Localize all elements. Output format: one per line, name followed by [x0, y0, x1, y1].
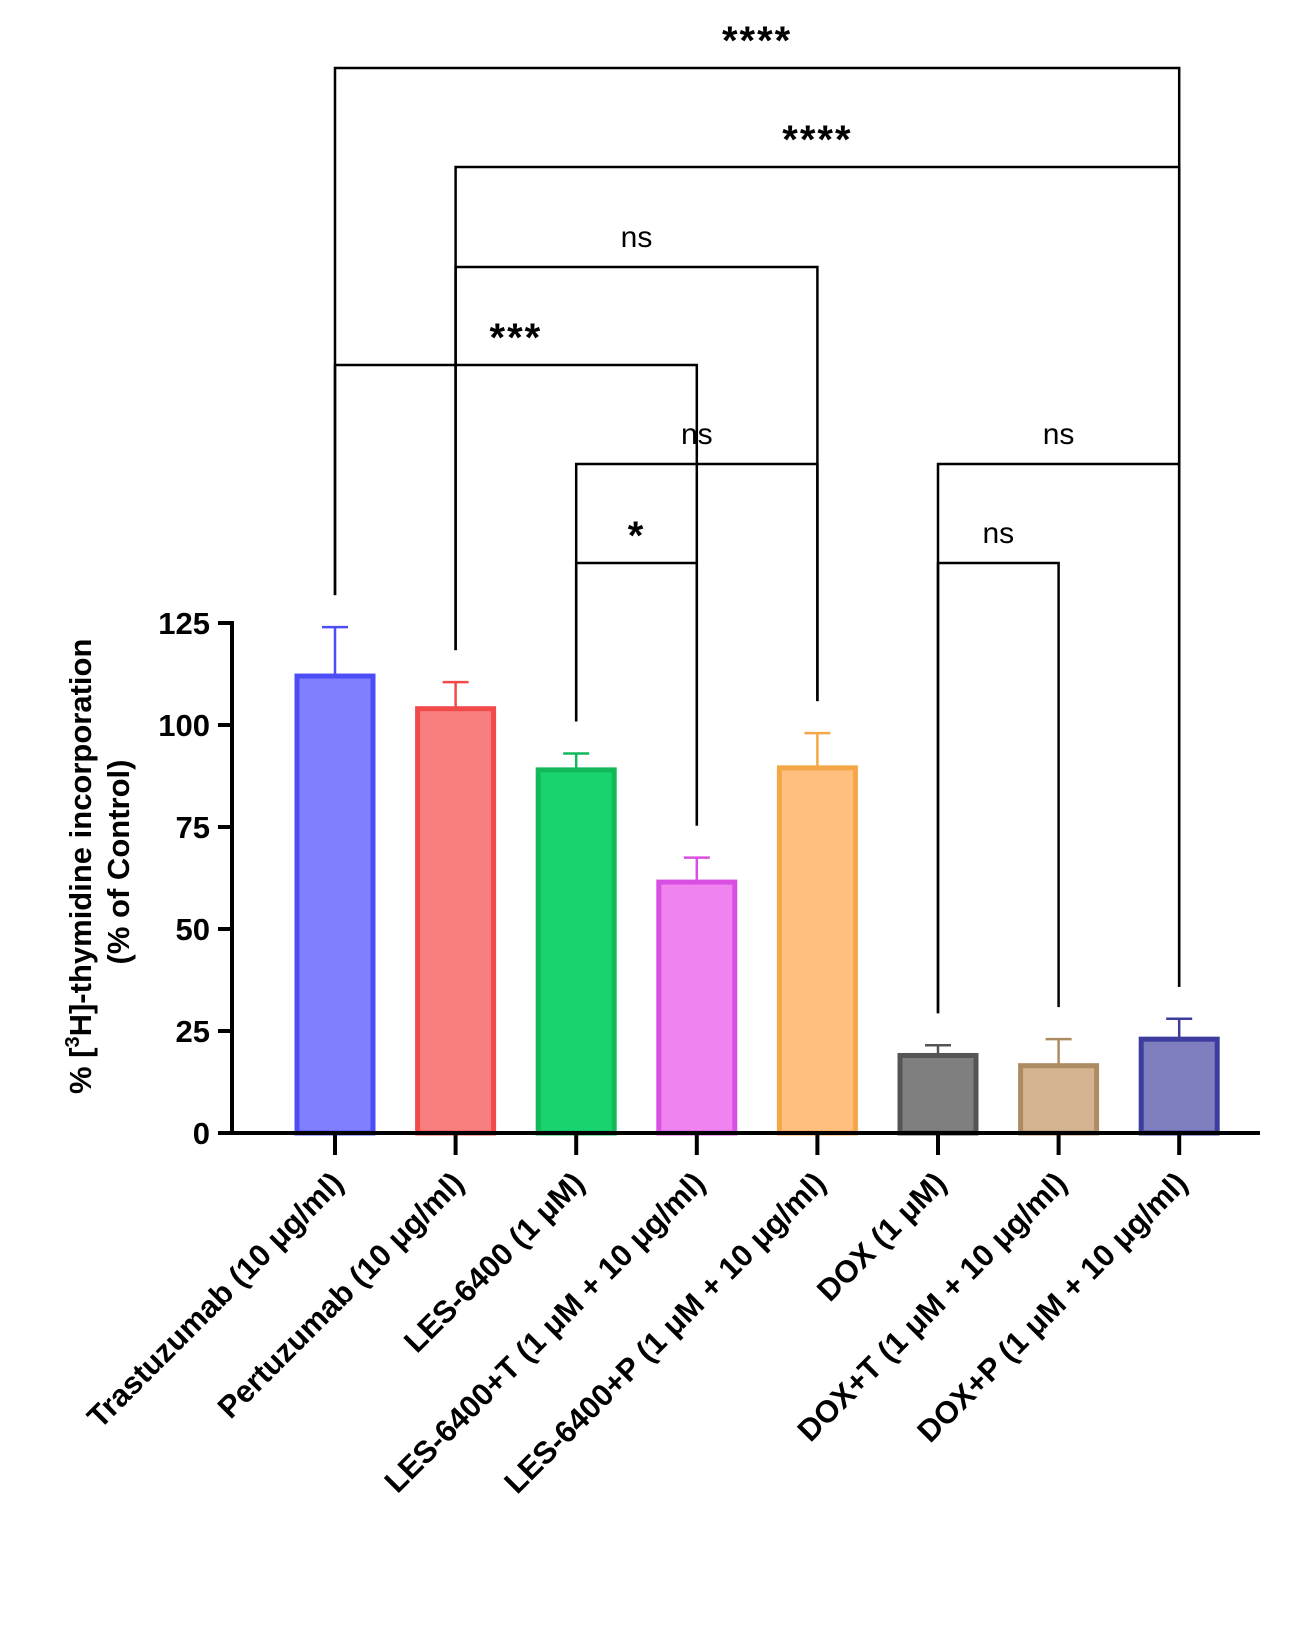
significance-label: ***	[490, 316, 543, 360]
bars-group	[294, 625, 1220, 1136]
x-category-label: Pertuzumab (10 μg/ml)	[211, 1165, 471, 1425]
bar	[415, 706, 497, 1136]
significance-bracket	[936, 561, 1060, 1014]
significance-brackets: **** **** ns *** ns ns * ns	[333, 19, 1181, 1014]
y-axis-label-superscript: 3	[62, 1036, 84, 1047]
y-ticks: 0 25 50 75 100 125	[158, 606, 232, 1151]
y-tick-label: 75	[176, 810, 210, 845]
significance-label: ****	[782, 118, 852, 162]
bar	[656, 879, 738, 1136]
significance-label: ns	[1043, 418, 1075, 451]
bar	[897, 1052, 979, 1136]
bar	[776, 765, 858, 1136]
significance-label: ns	[621, 221, 653, 254]
bar	[535, 767, 617, 1136]
y-axis-label-line2: (% of Control)	[101, 760, 136, 965]
significance-bracket	[574, 561, 699, 826]
y-axis-label-prefix: % [	[63, 1048, 98, 1095]
x-ticks: Trastuzumab (10 μg/ml)Pertuzumab (10 μg/…	[80, 1133, 1194, 1500]
significance-label: *	[628, 514, 646, 558]
significance-label: ns	[681, 418, 713, 451]
y-tick-label: 25	[176, 1014, 210, 1049]
bar	[1018, 1063, 1100, 1136]
y-tick-label: 100	[158, 708, 210, 743]
significance-bracket	[333, 363, 699, 826]
y-axis-label-main: H]-thymidine incorporation	[63, 639, 98, 1037]
y-axis-label: % [3H]-thymidine incorporation (% of Con…	[62, 630, 136, 1094]
axes-group	[230, 621, 1260, 1135]
y-tick-label: 125	[158, 606, 210, 641]
y-tick-label: 50	[176, 912, 210, 947]
y-tick-label: 0	[193, 1116, 210, 1151]
significance-label: ****	[722, 19, 792, 63]
significance-label: ns	[982, 517, 1014, 550]
x-category-label: Trastuzumab (10 μg/ml)	[80, 1165, 350, 1435]
bar	[1138, 1036, 1220, 1136]
bar	[294, 673, 376, 1136]
